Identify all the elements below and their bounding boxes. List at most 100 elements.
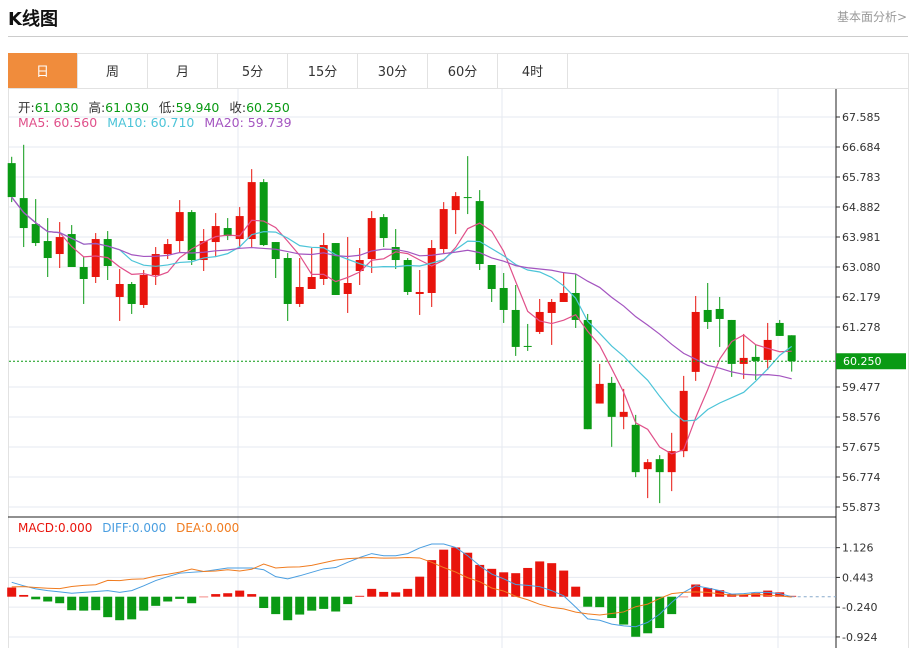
candle-body (451, 196, 460, 211)
dea-line (11, 557, 792, 616)
candle-body (7, 163, 16, 198)
candle-body (379, 217, 388, 239)
macd-tick-label: 1.126 (842, 542, 874, 555)
macd-bar (211, 594, 221, 597)
macd-bar (19, 594, 29, 597)
ma5-line (11, 196, 792, 455)
macd-bar (631, 596, 641, 637)
candle-body (103, 239, 112, 267)
price-tick-label: 67.585 (842, 111, 881, 124)
candle-body (343, 282, 352, 294)
macd-bar (151, 596, 161, 606)
divider (8, 36, 908, 37)
candle-body (475, 201, 484, 265)
macd-bar (91, 596, 101, 611)
diff-value: DIFF:0.000 (102, 521, 167, 535)
macd-bar (763, 590, 773, 597)
macd-legend: MACD:0.000 DIFF:0.000 DEA:0.000 (18, 521, 245, 535)
price-tick-label: 55.873 (842, 501, 881, 514)
macd-bar (523, 567, 533, 597)
candle-body (715, 308, 724, 319)
candle-body (463, 197, 472, 199)
macd-bar (559, 570, 569, 597)
page-title: K线图 (8, 9, 58, 30)
high-value: 61.030 (105, 100, 149, 115)
macd-bar (307, 596, 317, 611)
tab-6[interactable]: 60分 (428, 53, 498, 88)
macd-bar (463, 552, 473, 597)
macd-bar (271, 596, 281, 615)
macd-bar (547, 563, 557, 597)
candle-body (499, 287, 508, 310)
macd-bar (187, 596, 197, 604)
macd-bar (475, 564, 485, 597)
candle-body (487, 265, 496, 289)
macd-tick-label: 0.443 (842, 571, 874, 584)
candle-body (43, 241, 52, 259)
candle-body (163, 244, 172, 255)
macd-bar (775, 592, 785, 597)
candle-body (667, 451, 676, 473)
tab-0[interactable]: 日 (8, 53, 78, 88)
macd-bar (259, 596, 269, 609)
macd-bar (331, 596, 341, 612)
candle-body (511, 309, 520, 347)
macd-bar (595, 596, 605, 608)
candle-body (259, 182, 268, 246)
price-tick-label: 58.576 (842, 411, 881, 424)
candle-body (439, 209, 448, 250)
macd-bar (55, 596, 65, 604)
macd-bar (607, 596, 617, 619)
candle-body (787, 335, 796, 362)
tab-4[interactable]: 15分 (288, 53, 358, 88)
macd-bar (499, 572, 509, 597)
candle-body (283, 258, 292, 304)
macd-bar (667, 596, 677, 615)
macd-bar (283, 596, 293, 621)
macd-bar (247, 594, 257, 597)
ma-legend: MA5: 60.560 MA10: 60.710 MA20: 59.739 (18, 115, 298, 130)
macd-bar (583, 596, 593, 607)
close-label: 收: (229, 100, 247, 115)
macd-bar (355, 595, 365, 597)
tab-7[interactable]: 4时 (498, 53, 568, 88)
candle-body (319, 245, 328, 280)
tab-5[interactable]: 30分 (358, 53, 428, 88)
macd-bar (619, 596, 629, 625)
candle-body (31, 224, 40, 244)
candle-body (223, 228, 232, 237)
macd-bar (415, 576, 425, 597)
candle-body (139, 275, 148, 305)
tab-2[interactable]: 月 (148, 53, 218, 88)
dea-value: DEA:0.000 (176, 521, 240, 535)
macd-bar (7, 587, 17, 597)
chart-frame (8, 53, 909, 648)
price-tick-label: 65.783 (842, 171, 881, 184)
price-tick-label: 56.774 (842, 471, 881, 484)
candle-body (187, 212, 196, 261)
candle-body (559, 292, 568, 302)
ma20-line (11, 196, 792, 380)
fundamental-analysis-link[interactable]: 基本面分析> (836, 10, 907, 24)
candle-body (331, 243, 340, 295)
macd-bar (391, 592, 401, 597)
candle-body (403, 260, 412, 292)
candle-body (427, 248, 436, 293)
macd-bar (571, 586, 581, 597)
diff-line (11, 543, 792, 628)
candle-body (619, 411, 628, 417)
candle-body (751, 356, 760, 361)
candle-body (703, 309, 712, 322)
candle-body (67, 234, 76, 268)
candle-body (295, 286, 304, 304)
macd-bar (379, 591, 389, 597)
macd-bar (127, 596, 137, 620)
candle-body (571, 292, 580, 320)
macd-bar (535, 561, 545, 597)
macd-bar (235, 590, 245, 597)
tab-3[interactable]: 5分 (218, 53, 288, 88)
candle-body (775, 322, 784, 336)
candle-body (235, 216, 244, 240)
tab-1[interactable]: 周 (78, 53, 148, 88)
